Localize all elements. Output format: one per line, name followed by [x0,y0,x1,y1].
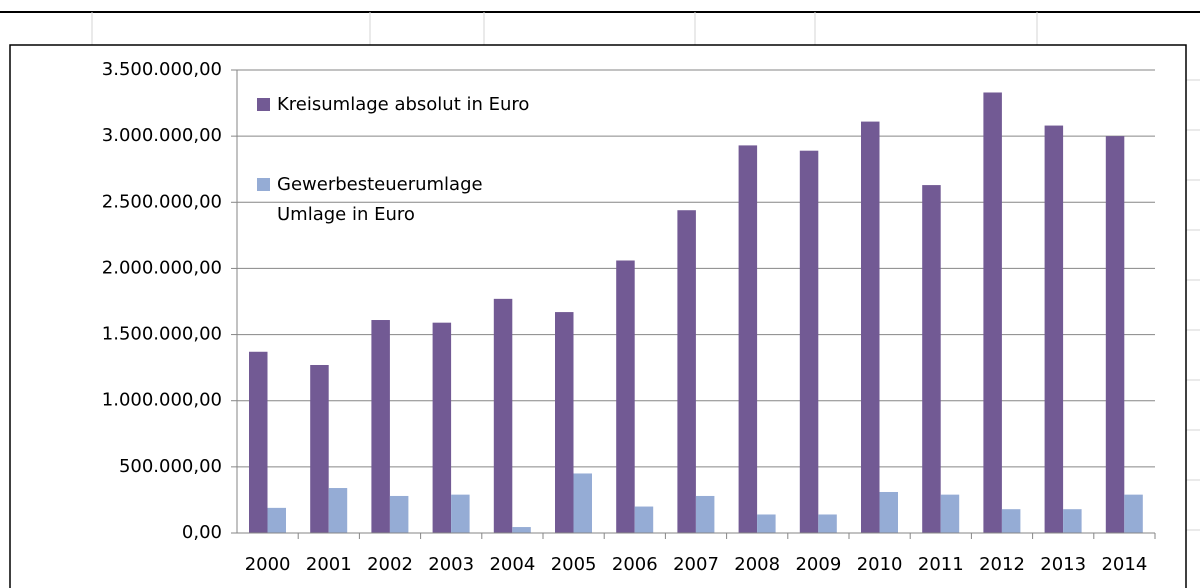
bar [573,473,592,533]
bar [799,150,819,534]
chart-frame [9,44,1187,588]
x-tick-label: 2006 [612,554,658,575]
legend-swatch [257,98,270,111]
bar [861,121,880,533]
legend-label: Gewerbesteuerumlage Umlage in Euro [277,174,483,225]
bar [940,494,960,533]
sheet-grid [0,11,1200,531]
y-tick-label: 0,00 [182,522,222,543]
x-tick-label: 2003 [428,554,474,575]
x-tick-label: 2002 [367,554,413,575]
bar [249,351,268,533]
x-tick-label: 2007 [673,554,719,575]
x-tick-label: 2000 [245,554,291,575]
legend-entry: Gewerbesteuerumlage Umlage in Euro [257,170,483,230]
bar [310,364,329,533]
x-tick-label: 2011 [918,554,964,575]
legend-entry: Kreisumlage absolut in Euro [257,90,637,120]
y-tick-label: 2.500.000,00 [102,191,222,212]
bar [432,322,452,533]
legend-label: Kreisumlage absolut in Euro [277,94,530,115]
bar [328,488,348,533]
x-tick-label: 2008 [734,554,780,575]
bar [695,495,715,533]
bar [451,494,470,533]
bar [983,92,1002,533]
x-tick-label: 2001 [306,554,352,575]
bar [1063,509,1082,533]
x-tick-label: 2009 [795,554,841,575]
bar [1001,509,1021,533]
bar [555,312,574,533]
y-tick-label: 500.000,00 [119,456,222,477]
bar [757,514,776,533]
bar [267,507,286,533]
y-tick-label: 1.000.000,00 [102,390,222,411]
bar [389,495,409,533]
bar [818,514,837,533]
y-tick-label: 3.000.000,00 [102,125,222,146]
x-tick-label: 2005 [551,554,597,575]
x-tick-label: 2014 [1101,554,1147,575]
bar [1105,136,1125,533]
bar [1044,125,1064,533]
bar [922,185,941,534]
bar [616,260,635,533]
bar [493,298,513,533]
x-tick-label: 2013 [1040,554,1086,575]
bar [634,506,654,533]
y-tick-label: 3.500.000,00 [102,59,222,80]
bar [1124,494,1143,533]
x-tick-label: 2004 [489,554,535,575]
x-tick-label: 2010 [857,554,903,575]
bar [512,527,531,533]
bar [677,210,696,534]
bar [738,145,758,533]
bar [371,320,390,533]
bar [879,491,898,533]
legend-swatch [257,178,270,191]
x-tick-label: 2012 [979,554,1025,575]
y-tick-label: 2.000.000,00 [102,257,222,278]
y-tick-label: 1.500.000,00 [102,324,222,345]
